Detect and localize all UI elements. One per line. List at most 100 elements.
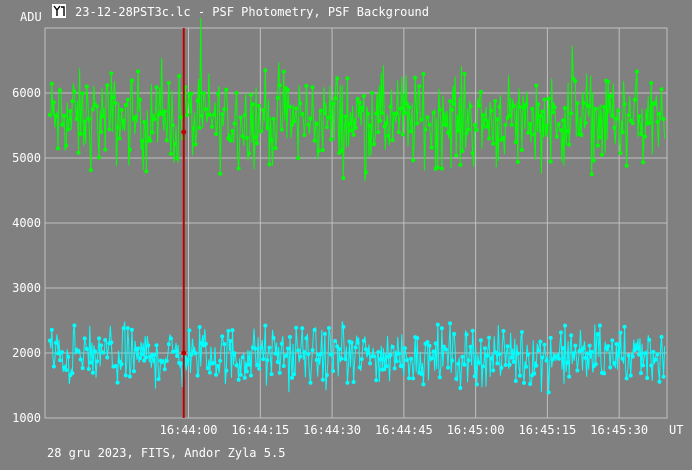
data-point: [164, 358, 169, 363]
data-point: [441, 344, 446, 349]
data-point: [97, 155, 102, 160]
data-point: [530, 106, 535, 111]
data-point: [587, 343, 592, 348]
data-point: [363, 347, 368, 352]
data-point: [544, 123, 549, 128]
data-point: [485, 124, 490, 129]
plot-window-icon[interactable]: [52, 4, 66, 18]
data-point: [517, 373, 522, 378]
data-point: [429, 356, 434, 361]
data-point: [620, 130, 625, 135]
data-point: [259, 345, 264, 350]
data-point: [355, 96, 360, 101]
data-point: [90, 370, 95, 375]
data-point: [53, 340, 58, 345]
data-point: [657, 379, 662, 384]
data-point: [443, 347, 448, 352]
data-point: [333, 96, 338, 101]
data-point: [532, 371, 537, 376]
data-point: [411, 158, 416, 163]
data-point: [608, 94, 613, 99]
data-point: [450, 358, 455, 363]
data-point: [322, 331, 327, 336]
data-point: [214, 372, 219, 377]
data-point: [565, 129, 570, 134]
data-point: [649, 81, 654, 86]
data-point: [532, 132, 537, 137]
data-point: [472, 374, 477, 379]
data-point: [76, 349, 81, 354]
data-point: [388, 104, 393, 109]
data-point: [579, 133, 584, 138]
data-point: [620, 356, 625, 361]
data-point: [466, 358, 471, 363]
data-point: [425, 115, 430, 120]
data-point: [476, 103, 481, 108]
data-point: [634, 69, 639, 74]
data-point: [55, 146, 60, 151]
data-point: [546, 390, 551, 395]
data-point: [175, 156, 180, 161]
data-point: [507, 362, 512, 367]
data-point: [105, 355, 110, 360]
data-point: [380, 111, 385, 116]
data-point: [407, 376, 412, 381]
series-psf-background: [47, 321, 666, 395]
data-point: [400, 132, 405, 137]
data-point: [88, 168, 93, 173]
data-point: [419, 371, 424, 376]
data-point: [452, 102, 457, 107]
data-point: [273, 146, 278, 151]
data-point: [197, 325, 202, 330]
data-point: [489, 356, 494, 361]
data-point: [255, 141, 260, 146]
data-point: [417, 84, 422, 89]
data-point: [546, 96, 551, 101]
data-point: [314, 358, 319, 363]
y-tick-label: 5000: [12, 151, 41, 165]
data-point: [433, 341, 438, 346]
data-point: [345, 76, 350, 81]
data-point: [115, 380, 120, 385]
data-point: [509, 122, 514, 127]
data-point: [205, 366, 210, 371]
data-point: [497, 352, 502, 357]
data-point: [318, 108, 323, 113]
data-point: [591, 158, 596, 163]
data-point: [462, 362, 467, 367]
data-point: [58, 88, 63, 93]
data-point: [339, 356, 344, 361]
data-point: [49, 327, 54, 332]
data-point: [345, 380, 350, 385]
data-point: [187, 328, 192, 333]
data-point: [439, 326, 444, 331]
data-point: [460, 149, 465, 154]
data-point: [86, 367, 91, 372]
data-point: [101, 350, 106, 355]
data-point: [431, 349, 436, 354]
data-point: [437, 107, 442, 112]
data-point: [66, 127, 71, 132]
data-point: [396, 130, 401, 135]
data-point: [279, 341, 284, 346]
data-point: [292, 119, 297, 124]
data-point: [228, 138, 233, 143]
data-point: [103, 338, 108, 343]
data-point: [509, 355, 514, 360]
data-point: [253, 346, 258, 351]
data-point: [632, 97, 637, 102]
data-point: [283, 353, 288, 358]
cursor-layer[interactable]: [181, 28, 187, 418]
data-point: [435, 322, 440, 327]
data-point: [550, 357, 555, 362]
data-point: [427, 343, 432, 348]
data-point: [653, 102, 658, 107]
data-point: [314, 121, 319, 126]
data-point: [236, 377, 241, 382]
data-point: [357, 365, 362, 370]
data-point: [246, 362, 251, 367]
data-point: [189, 352, 194, 357]
data-point: [76, 150, 81, 155]
data-point: [337, 347, 342, 352]
data-point: [612, 360, 617, 365]
